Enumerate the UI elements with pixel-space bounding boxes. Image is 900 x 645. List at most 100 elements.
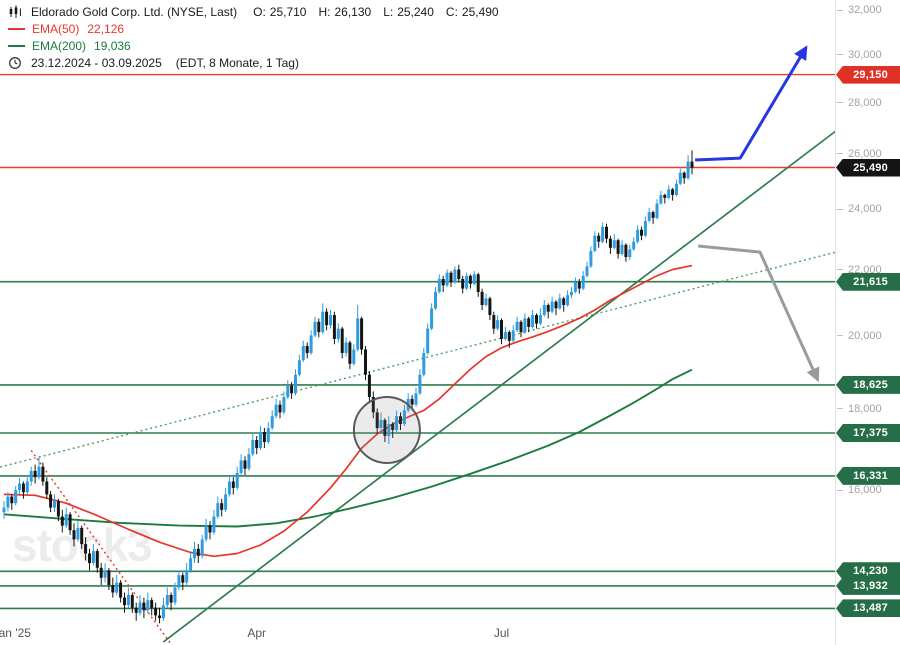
candle (99, 563, 103, 585)
candle (422, 347, 426, 377)
candle (503, 326, 507, 341)
candle (231, 477, 235, 495)
y-tick-mark (837, 489, 843, 491)
candle (91, 544, 95, 566)
candle (445, 269, 449, 287)
y-tick-label: 30,000 (848, 48, 882, 61)
candle (239, 454, 243, 476)
candle (301, 340, 305, 362)
instrument-name: Eldorado Gold Corp. Ltd. (NYSE, Last) (31, 4, 238, 19)
candle (294, 369, 297, 396)
price-axis[interactable]: 32,000 30,000 28,000 26,000 24,000 22,000 20,0… (835, 0, 900, 645)
high-label: H: (318, 4, 331, 19)
candle (671, 187, 675, 201)
candle (169, 592, 173, 611)
candle (216, 496, 220, 519)
candle (391, 422, 395, 438)
candle (262, 428, 266, 449)
candle (329, 310, 332, 329)
candle (336, 323, 340, 343)
candle (682, 171, 686, 184)
x-axis-label: Jan '25 (0, 626, 31, 640)
price-badge: 21,615 (836, 272, 900, 291)
candle (399, 412, 402, 430)
time-axis[interactable]: Jan '25 Apr Jul (0, 624, 835, 645)
candle (325, 308, 329, 331)
candle (589, 246, 593, 268)
price-badge: 13,487 (836, 599, 900, 618)
candle (461, 275, 465, 294)
candle (655, 199, 659, 220)
y-tick-label: 20,000 (848, 329, 882, 342)
candle (535, 313, 538, 329)
candle (103, 563, 107, 583)
candle (278, 400, 282, 419)
candle (72, 523, 76, 547)
candle (441, 275, 445, 292)
candle (64, 507, 68, 528)
candle (651, 210, 655, 224)
candle (383, 418, 387, 442)
candle (570, 287, 573, 299)
candle (154, 602, 158, 621)
candle (212, 509, 216, 535)
candlestick-icon (8, 5, 24, 19)
y-tick-mark (837, 335, 843, 336)
candle (282, 391, 286, 415)
candle (437, 274, 441, 294)
candle (21, 481, 25, 499)
y-tick-label: 32,000 (848, 4, 882, 16)
candle (492, 311, 496, 334)
candle (593, 231, 597, 253)
candle (585, 261, 589, 278)
candles-layer (2, 150, 694, 624)
dotted-downtrend-line (30, 450, 173, 645)
uptrend-line (162, 130, 837, 643)
y-tick-label: 16,000 (848, 484, 882, 497)
candle (608, 235, 612, 254)
candle (115, 575, 119, 595)
candle (426, 323, 430, 355)
y-tick-label: 26,000 (848, 147, 882, 160)
candle (356, 305, 360, 352)
candle (332, 311, 336, 345)
candle (511, 325, 515, 343)
candle (41, 462, 45, 486)
candle (659, 190, 663, 205)
candle (562, 296, 566, 312)
candle (165, 587, 169, 608)
candle (150, 597, 154, 616)
stock3-watermark: stock3 (12, 518, 153, 572)
instrument-row: Eldorado Gold Corp. Ltd. (NYSE, Last) O:… (8, 3, 511, 20)
candle (566, 290, 570, 307)
candle (546, 303, 550, 319)
ema50-label: EMA(50) (32, 21, 80, 36)
candle (527, 316, 531, 333)
projection-arrow-up (695, 45, 808, 162)
candle (119, 580, 123, 603)
candle (364, 346, 367, 381)
candle (208, 521, 212, 540)
candle (360, 316, 364, 355)
candle (430, 303, 434, 331)
candle (449, 271, 453, 287)
candle (309, 330, 313, 355)
low-value: 25,240 (397, 4, 434, 19)
ema50-curve (3, 264, 693, 558)
candle (177, 570, 181, 590)
candle (247, 448, 251, 471)
candle (107, 567, 111, 590)
y-tick-label: 18,000 (848, 402, 882, 415)
candle (84, 537, 88, 561)
candle (519, 320, 523, 338)
open-value: 25,710 (269, 4, 307, 19)
candle (29, 466, 33, 486)
candle (158, 607, 161, 624)
candle (37, 456, 41, 480)
pullback-circle-annotation (352, 396, 421, 464)
candle (340, 326, 344, 359)
candle (663, 193, 667, 204)
candle (243, 456, 247, 476)
